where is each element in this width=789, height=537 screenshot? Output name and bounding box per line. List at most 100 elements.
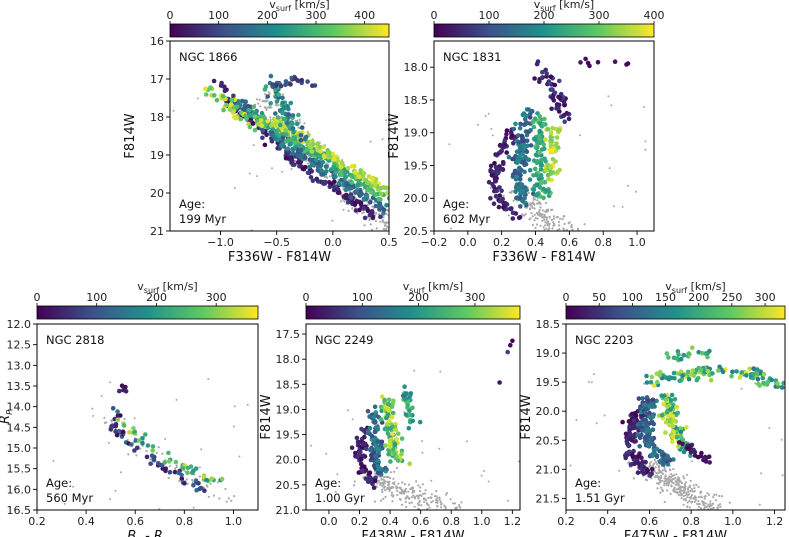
background-star (420, 504, 423, 507)
background-star (264, 93, 267, 96)
background-star (327, 483, 330, 486)
rotating-star (566, 116, 572, 122)
rotating-star (708, 378, 714, 383)
background-star (566, 232, 568, 234)
rotating-star (278, 83, 284, 89)
background-star (544, 210, 547, 214)
background-star (565, 228, 568, 231)
rotating-star (214, 97, 220, 103)
background-star (543, 213, 546, 216)
x-tick-label: 0.4 (381, 515, 399, 528)
rotating-star (151, 457, 156, 462)
rotating-star (644, 373, 649, 379)
rotating-star (637, 435, 643, 441)
background-star (425, 502, 428, 505)
rotating-star (522, 144, 527, 150)
rotating-star (541, 186, 546, 192)
background-star (538, 233, 540, 235)
background-star (684, 481, 688, 484)
rotating-star (251, 104, 257, 110)
rotating-star (545, 126, 551, 132)
rotating-star (556, 145, 561, 150)
background-star (390, 214, 392, 216)
x-tick-label: 1.0 (628, 236, 646, 249)
rotating-star (297, 143, 303, 149)
colorbar-tick-label: 200 (146, 291, 167, 304)
rotating-star (648, 380, 654, 385)
rotating-star (649, 374, 655, 380)
background-star (328, 175, 331, 178)
panel-ngc1831: 0 100 200 300 400 vsurf [km/s] −0.2 0.0 0.2 0.4 0.… (387, 0, 665, 265)
rotating-star (645, 468, 650, 473)
colorbar-tick-label: 200 (408, 291, 429, 304)
background-star (390, 491, 394, 494)
rotating-star (698, 453, 704, 459)
background-star (389, 477, 392, 480)
background-star (361, 212, 364, 215)
background-star (109, 381, 112, 384)
rotating-star (626, 443, 631, 449)
rotating-star (393, 427, 399, 433)
background-star (550, 218, 554, 221)
rotating-star (336, 180, 342, 186)
rotating-star (513, 189, 518, 194)
rotating-star (663, 420, 669, 425)
rotating-star (691, 373, 697, 379)
background-star (712, 506, 715, 510)
rotating-star (751, 366, 756, 371)
rotating-star (191, 468, 196, 474)
background-star (185, 478, 188, 481)
background-star (587, 380, 590, 383)
rotating-star (378, 197, 383, 202)
background-star (133, 417, 136, 420)
rotating-star (115, 417, 121, 423)
rotating-star (150, 444, 156, 449)
colorbar-tick-label: 250 (721, 291, 742, 304)
background-star (695, 483, 698, 486)
age-label: Age: (46, 476, 72, 490)
rotating-star (349, 163, 355, 169)
rotating-star (688, 453, 693, 459)
background-star (382, 478, 385, 481)
rotating-star (518, 204, 523, 209)
rotating-star (399, 451, 404, 457)
rotating-star (514, 195, 519, 201)
rotating-star (492, 161, 497, 166)
rotating-star (203, 92, 209, 97)
background-star (527, 191, 530, 195)
rotating-star (265, 94, 271, 99)
y-axis-label: RP (0, 410, 14, 424)
background-star (107, 441, 110, 444)
rotating-star (527, 115, 533, 120)
rotating-star (149, 453, 155, 459)
rotating-star (127, 430, 132, 435)
rotating-star (502, 138, 508, 143)
rotating-star (284, 132, 289, 137)
rotating-star (640, 396, 645, 401)
rotating-star (650, 453, 655, 459)
rotating-star (769, 377, 775, 383)
rotating-star (259, 123, 265, 129)
rotating-star (644, 419, 649, 425)
rotating-star (671, 370, 677, 376)
rotating-star (561, 99, 567, 105)
rotating-star (358, 189, 364, 195)
y-tick-label: 15.5 (7, 463, 32, 476)
y-tick-label: 19.5 (276, 429, 301, 442)
background-star (161, 452, 164, 455)
background-star (533, 213, 536, 216)
background-star (697, 503, 700, 506)
background-star (666, 489, 669, 492)
rotating-star (620, 419, 625, 425)
rotating-star (524, 149, 530, 154)
x-tick-label: 0.4 (527, 236, 545, 249)
background-star (663, 500, 666, 504)
rotating-star (670, 414, 676, 419)
background-star (395, 485, 398, 489)
rotating-star (113, 429, 118, 434)
rotating-star (668, 398, 674, 403)
rotating-star (552, 90, 558, 96)
rotating-star (578, 60, 583, 65)
rotating-star (379, 439, 385, 445)
rotating-star (539, 162, 544, 168)
